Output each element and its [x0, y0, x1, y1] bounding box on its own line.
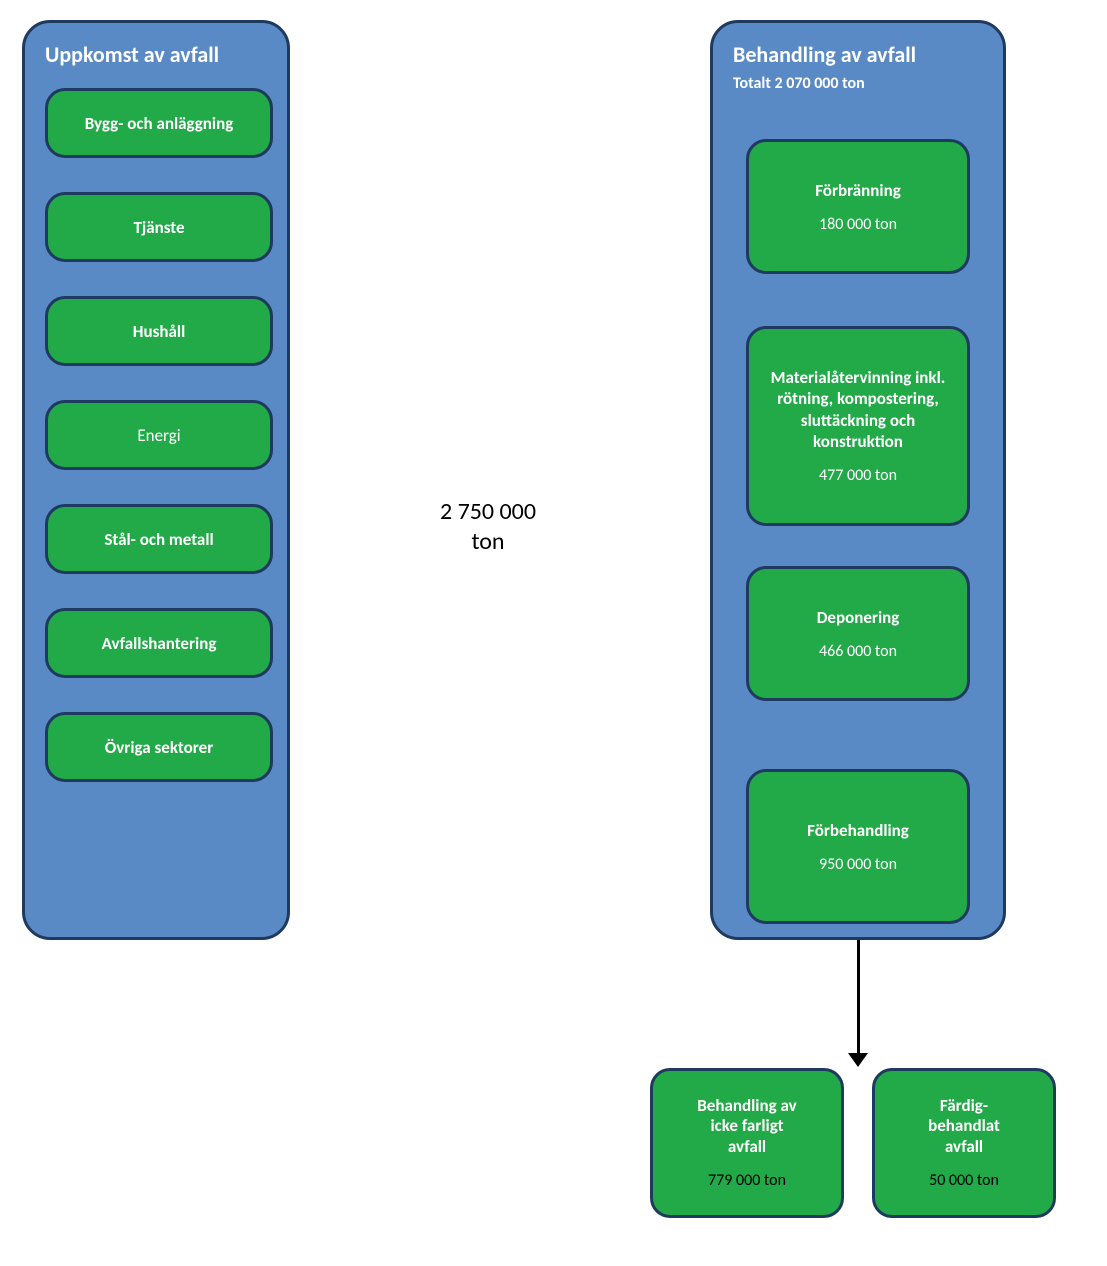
bottom-box-fardigbehandlat: Färdig- behandlat avfall 50 000 ton: [872, 1068, 1056, 1218]
bottom-right-title-2: behandlat: [928, 1116, 1000, 1136]
source-box-hushall: Hushåll: [45, 296, 273, 366]
treatment-value: 950 000 ton: [819, 855, 897, 874]
source-box-bygg: Bygg- och anläggning: [45, 88, 273, 158]
left-panel: Uppkomst av avfall Bygg- och anläggning …: [22, 20, 290, 940]
bottom-left-title-3: avfall: [697, 1137, 796, 1157]
bottom-right-title-1: Färdig-: [928, 1096, 1000, 1116]
bottom-left-title-2: icke farligt: [697, 1116, 796, 1136]
source-label: Energi: [137, 425, 180, 446]
right-panel: Behandling av avfall Totalt 2 070 000 to…: [710, 20, 1006, 940]
bottom-left-title-1: Behandling av: [697, 1096, 796, 1116]
treatment-box-materialatervinning: Materialåtervinning inkl. rötning, kompo…: [746, 326, 970, 526]
arrow-stem: [857, 940, 860, 1055]
right-panel-subtitle: Totalt 2 070 000 ton: [733, 74, 983, 93]
center-total-unit: ton: [440, 527, 536, 557]
source-label: Stål- och metall: [104, 529, 213, 550]
treatment-value: 180 000 ton: [819, 215, 897, 234]
bottom-box-icke-farligt: Behandling av icke farligt avfall 779 00…: [650, 1068, 844, 1218]
treatment-box-deponering: Deponering 466 000 ton: [746, 566, 970, 701]
bottom-left-value: 779 000 ton: [708, 1171, 786, 1190]
treatment-value: 466 000 ton: [819, 642, 897, 661]
center-total-value: 2 750 000: [440, 497, 536, 527]
treatment-title: Förbränning: [815, 180, 901, 201]
bottom-right-value: 50 000 ton: [929, 1171, 999, 1190]
left-panel-title: Uppkomst av avfall: [45, 41, 267, 68]
source-label: Hushåll: [133, 321, 186, 342]
treatment-title: Materialåtervinning inkl. rötning, kompo…: [763, 367, 953, 452]
treatment-title: Förbehandling: [807, 820, 909, 841]
source-box-ovriga: Övriga sektorer: [45, 712, 273, 782]
source-label: Avfallshantering: [102, 633, 217, 654]
center-total: 2 750 000 ton: [440, 497, 536, 557]
treatment-title: Deponering: [817, 607, 900, 628]
source-box-avfallshantering: Avfallshantering: [45, 608, 273, 678]
treatment-box-forbranning: Förbränning 180 000 ton: [746, 139, 970, 274]
treatment-box-forbehandling: Förbehandling 950 000 ton: [746, 769, 970, 924]
source-box-tjanste: Tjänste: [45, 192, 273, 262]
source-label: Bygg- och anläggning: [85, 113, 234, 134]
source-box-energi: Energi: [45, 400, 273, 470]
source-label: Tjänste: [133, 217, 184, 238]
right-panel-title: Behandling av avfall: [733, 41, 983, 68]
bottom-right-title-3: avfall: [928, 1137, 1000, 1157]
treatment-value: 477 000 ton: [819, 466, 897, 485]
source-label: Övriga sektorer: [105, 737, 214, 758]
source-box-stal: Stål- och metall: [45, 504, 273, 574]
arrow-head-icon: [848, 1053, 868, 1067]
